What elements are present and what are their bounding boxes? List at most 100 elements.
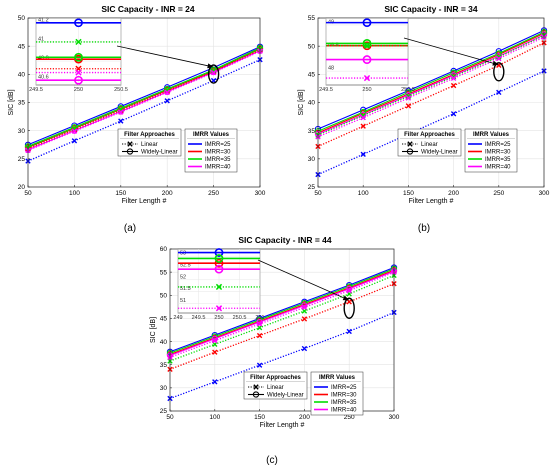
x-tick-label: 250 [493, 190, 504, 197]
chart-panel-3: 50 100 150 200 250 300 25 30 35 40 45 50 55 60 Filter … [150, 235, 400, 466]
y-tick-label: 20 [18, 184, 26, 191]
data-point [496, 54, 502, 60]
inset-y-tick-label: 41 [38, 36, 44, 42]
data-point [346, 287, 352, 294]
series-line [169, 269, 395, 356]
y-tick-label: 60 [160, 246, 168, 253]
inset-data-point [214, 248, 224, 257]
y-tick-label: 50 [18, 15, 26, 22]
chart-panel-2: 50 100 150 200 250 300 25 30 35 40 45 50 55 Filter Le… [298, 4, 550, 234]
legend-filter-approaches: Filter Approaches Linear Widely-Linear [117, 128, 182, 157]
x-tick-label: 100 [69, 190, 80, 197]
legend-title: Filter Approaches [250, 375, 301, 381]
y-axis-label: SIC [dB] [8, 89, 15, 115]
legend-title: IMRR Values [473, 132, 510, 138]
x-tick-label: 50 [314, 190, 322, 197]
y-tick-label: 30 [308, 156, 316, 163]
zoom-arrow-head [492, 60, 499, 66]
inset-data-point [74, 18, 83, 28]
legend-marker [252, 391, 260, 398]
inset-y-tick-label: 40.6 [38, 75, 49, 81]
series-line [317, 34, 545, 136]
x-axis-label: Filter Length # [260, 422, 305, 429]
inset-y-tick-label: 52 [180, 274, 186, 280]
y-tick-label: 40 [18, 72, 26, 79]
inset-data-point [75, 69, 82, 76]
zoom-arrow [116, 45, 210, 67]
zoom-inset: 249 249.5 250 250.5 251 51 51.5 52 52.5 53 [173, 248, 265, 321]
legend-entry-label: Linear [141, 142, 158, 148]
data-point [450, 111, 457, 117]
series-line [27, 47, 261, 147]
axes-frame [169, 248, 395, 412]
zoom-arrow-head [207, 63, 214, 69]
legend-entry-label: IMRR=40 [205, 165, 231, 171]
data-point [301, 304, 308, 311]
legend-marker [407, 141, 413, 147]
series-line [169, 283, 395, 370]
inset-data-point [74, 75, 83, 85]
zoom-ellipse [493, 62, 505, 82]
panel-caption: (a) [124, 223, 136, 234]
y-tick-label: 30 [160, 385, 168, 392]
legend-entry-label: IMRR=25 [205, 142, 231, 148]
y-tick-label: 55 [308, 15, 316, 22]
inset-data-point [363, 74, 371, 82]
legend-entry-label: Linear [421, 142, 438, 148]
legend-marker [126, 148, 134, 155]
x-tick-label: 300 [255, 190, 266, 197]
inset-x-tick-label: 250 [214, 315, 223, 321]
data-point [212, 337, 218, 344]
legend-filter-approaches: Filter Approaches Linear Widely-Linear [397, 128, 462, 157]
legend-entry-label: IMRR=35 [205, 157, 231, 163]
series-line [169, 271, 395, 358]
panel-caption: (b) [418, 223, 430, 234]
legend-title: IMRR Values [319, 375, 356, 381]
inset-x-tick-label: 250.5 [114, 87, 128, 93]
inset-y-tick-label: 52.5 [180, 262, 191, 268]
inset-data-point [363, 42, 371, 49]
y-tick-label: 55 [160, 269, 168, 276]
series-line [169, 267, 395, 353]
data-point [496, 55, 502, 62]
x-tick-label: 150 [115, 190, 126, 197]
y-tick-label: 45 [308, 72, 316, 79]
legend-entry-label: IMRR=25 [331, 385, 357, 391]
x-tick-label: 250 [344, 414, 355, 421]
chart-title: SIC Capacity - INR = 24 [101, 4, 195, 14]
y-tick-label: 45 [18, 43, 26, 50]
inset-data-point [214, 264, 224, 274]
data-point [256, 362, 263, 368]
x-axis-label: Filter Length # [409, 198, 454, 205]
data-point [301, 345, 308, 352]
inset-x-tick-label: 249.5 [319, 87, 333, 93]
series-line [169, 274, 395, 362]
legend-entry-label: IMRR=40 [485, 165, 511, 171]
data-point [71, 128, 78, 134]
series-line [27, 59, 261, 162]
x-tick-label: 200 [448, 190, 459, 197]
inset-y-tick-label: 53 [180, 251, 186, 257]
data-point [405, 95, 412, 101]
legend-entry-label: IMRR=30 [485, 150, 511, 156]
legend-entry-label: Widely-Linear [267, 393, 304, 399]
legend-entry-label: Linear [267, 385, 284, 391]
legend-box [310, 371, 364, 416]
y-tick-label: 45 [160, 316, 168, 323]
data-point [71, 126, 78, 133]
data-point [301, 316, 308, 322]
series-line [317, 31, 545, 132]
legend-marker [406, 148, 414, 155]
data-point [118, 109, 124, 115]
inset-y-tick-label: 41.2 [38, 17, 49, 23]
inset-x-tick-label: 249.5 [192, 315, 206, 321]
legend-entry-label: IMRR=30 [331, 393, 357, 399]
inset-x-tick-label: 250 [74, 87, 83, 93]
series-line [169, 270, 395, 356]
x-tick-label: 50 [166, 414, 174, 421]
legend-title: Filter Approaches [124, 132, 175, 138]
legend-box [464, 128, 518, 173]
zoom-ellipse [343, 297, 355, 319]
inset-data-point [74, 52, 83, 62]
series-line [317, 29, 545, 130]
